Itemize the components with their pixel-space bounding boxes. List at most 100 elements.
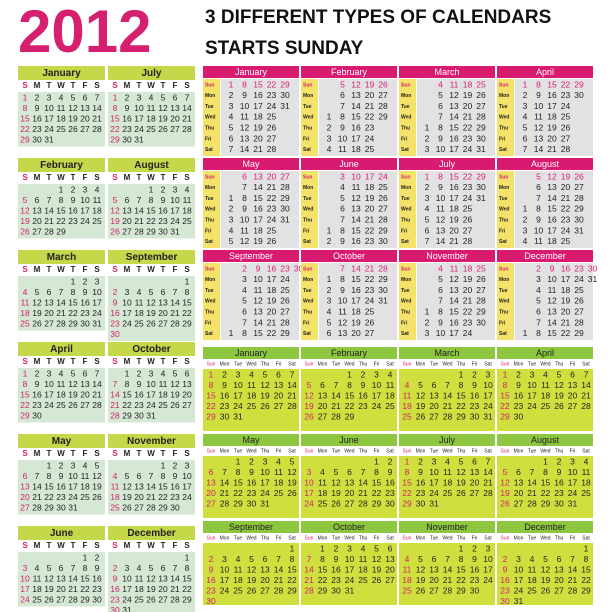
month-body (18, 552, 105, 607)
day-number: 19 (456, 477, 466, 487)
day-number: 11 (403, 390, 412, 400)
day-number: 5 (161, 92, 166, 102)
day-number: 24 (122, 318, 132, 328)
day-number: 18 (449, 204, 459, 214)
day-number: 22 (68, 308, 78, 318)
day-number: 1 (503, 369, 508, 379)
day-number: 1 (374, 456, 379, 466)
day-number: 13 (514, 477, 524, 487)
day-number: 24 (170, 216, 180, 226)
month-body (319, 171, 397, 248)
day-number: 23 (365, 236, 375, 246)
day-number: 27 (568, 401, 578, 411)
day-number: 12 (372, 554, 382, 564)
day-number: 14 (331, 390, 341, 400)
day-number: 10 (44, 103, 54, 113)
day-number: 20 (253, 133, 263, 143)
day-number: 2 (327, 236, 332, 246)
day-number: 24 (561, 225, 571, 235)
day-number: 17 (483, 390, 493, 400)
day-number: 13 (547, 182, 557, 192)
month-body (18, 460, 105, 515)
day-number: 16 (449, 182, 459, 192)
weekday-label: S (22, 357, 28, 366)
weekday-label: Thu (457, 448, 466, 454)
day-number: 28 (92, 400, 102, 410)
day-number: 3 (229, 214, 234, 224)
day-number: 22 (233, 488, 243, 498)
weekday-label: Mon (416, 448, 426, 454)
day-number: 11 (57, 103, 66, 113)
weekday-label: F (173, 265, 178, 274)
day-number: 9 (438, 317, 443, 327)
day-number: 26 (260, 401, 270, 411)
day-number: 15 (402, 477, 412, 487)
day-number: 18 (253, 112, 263, 122)
day-number: 20 (170, 113, 180, 123)
weekday-label: Wed (344, 361, 354, 367)
day-number: 28 (304, 585, 314, 595)
weekday-label: Sat (205, 239, 213, 245)
day-number: 25 (402, 585, 412, 595)
weekday-label: M (34, 265, 41, 274)
day-number: 12 (240, 122, 250, 132)
day-number: 25 (56, 124, 66, 134)
day-number: 20 (80, 113, 90, 123)
day-number: 15 (456, 390, 466, 400)
day-number: 3 (536, 274, 541, 284)
weekday-label: T (71, 173, 76, 182)
weekday-label: Thu (205, 310, 214, 316)
month-name: November (426, 522, 468, 532)
day-number: 2 (35, 368, 40, 378)
day-number: 24 (92, 308, 102, 318)
month-body (319, 263, 397, 340)
day-number: 18 (110, 492, 120, 502)
day-number: 23 (110, 594, 120, 604)
day-number: 16 (351, 122, 361, 132)
day-number: 29 (581, 585, 591, 595)
day-number: 21 (110, 400, 120, 410)
weekday-label: W (57, 81, 65, 90)
day-number: 22 (365, 274, 375, 284)
day-number: 25 (476, 79, 486, 89)
day-number: 12 (146, 297, 156, 307)
day-number: 4 (405, 380, 410, 390)
day-number: 27 (318, 411, 328, 421)
day-number: 5 (374, 543, 379, 553)
day-number: 18 (463, 79, 473, 89)
day-number: 22 (365, 112, 375, 122)
weekday-label: W (57, 449, 65, 458)
day-number: 20 (429, 575, 439, 585)
day-number: 30 (574, 214, 584, 224)
day-number: 17 (304, 488, 314, 498)
day-number: 13 (32, 205, 42, 215)
day-number: 30 (280, 204, 290, 214)
day-number: 15 (122, 389, 132, 399)
day-number: 16 (158, 205, 168, 215)
weekday-label: T (161, 173, 166, 182)
day-number: 18 (32, 584, 42, 594)
weekday-label: Sun (499, 174, 508, 180)
weekday-label: Sat (303, 147, 311, 153)
day-number: 16 (351, 236, 361, 246)
weekday-label: Wed (303, 299, 313, 305)
weekday-label: Thu (499, 310, 508, 316)
day-number: 24 (345, 575, 355, 585)
day-number: 24 (220, 585, 230, 595)
weekday-label: Sat (401, 147, 409, 153)
day-number: 2 (472, 543, 477, 553)
day-number: 15 (547, 79, 557, 89)
day-number: 22 (456, 575, 466, 585)
day-number: 3 (263, 456, 268, 466)
day-number: 30 (574, 90, 584, 100)
day-number: 10 (534, 101, 544, 111)
day-number: 9 (209, 564, 214, 574)
month-header (497, 347, 593, 359)
weekday-label: Wed (499, 115, 509, 121)
day-number: 16 (247, 477, 257, 487)
day-number: 26 (541, 585, 551, 595)
weekday-label: Sun (207, 361, 216, 367)
day-number: 18 (351, 306, 361, 316)
day-number: 14 (568, 564, 578, 574)
weekday-label: Sat (288, 535, 296, 541)
